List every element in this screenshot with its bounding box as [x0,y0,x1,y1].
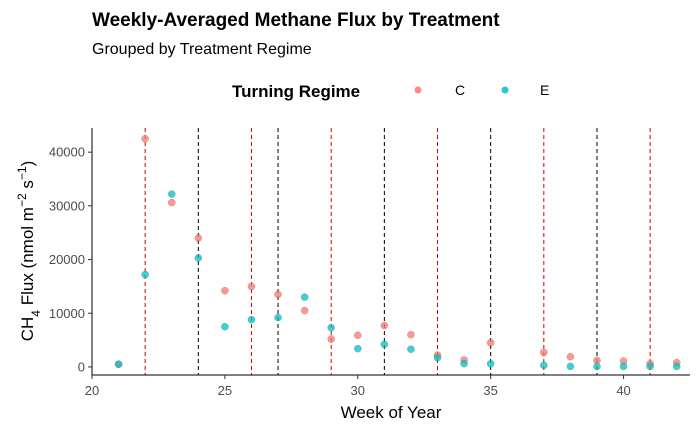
y-tick-label: 30000 [49,198,85,213]
data-point-c [539,348,548,357]
legend-label-c: C [455,82,465,98]
data-point-e [539,361,548,370]
data-point-c [353,331,362,340]
data-point-c [141,134,150,143]
data-point-c [247,282,256,291]
data-point-e [247,315,256,324]
chart-title: Weekly-Averaged Methane Flux by Treatmen… [92,10,500,31]
y-tick-label: 10000 [49,306,85,321]
y-tick-label: 20000 [49,252,85,267]
x-tick-label: 40 [616,383,630,398]
y-tick-label: 40000 [49,145,85,160]
chart-subtitle: Grouped by Treatment Regime [92,41,312,58]
data-point-e [141,270,150,279]
data-point-e [407,345,415,354]
data-point-c [274,290,282,299]
data-point-c [486,338,495,347]
data-point-e [221,322,229,331]
x-axis-title: Week of Year [341,403,442,422]
y-tick-label: 0 [78,359,85,374]
x-tick-label: 20 [85,383,99,398]
x-tick-label: 25 [218,383,232,398]
data-point-e [353,344,362,353]
legend-label-e: E [540,82,549,98]
data-point-e [646,362,654,371]
data-point-e [460,359,468,368]
data-point-c [300,306,309,315]
data-point-e [114,360,123,369]
x-tick-label: 35 [483,383,497,398]
data-point-e [566,362,575,371]
data-point-c [327,335,336,343]
data-point-e [327,323,336,332]
data-point-e [194,254,203,262]
data-point-e [672,362,681,371]
data-point-e [167,190,176,198]
data-point-e [486,359,495,368]
legend-key-e [501,86,509,94]
data-point-e [380,340,389,349]
y-axis-title: CH4 Flux (nmol m−2 s−1) [15,161,43,342]
data-point-e [593,362,601,371]
legend-key-c [414,86,422,94]
data-point-c [167,198,176,207]
data-point-c [407,330,415,339]
data-point-c [194,234,203,242]
data-point-c [566,352,575,361]
legend-title: Turning Regime [232,82,360,101]
data-point-e [300,293,309,301]
data-point-c [221,286,229,295]
plot-area [114,128,681,375]
data-point-e [433,353,442,362]
data-point-e [274,313,282,322]
data-point-c [380,321,389,330]
x-tick-label: 30 [351,383,365,398]
legend: Turning Regime C E [232,82,549,101]
data-point-e [619,362,628,371]
